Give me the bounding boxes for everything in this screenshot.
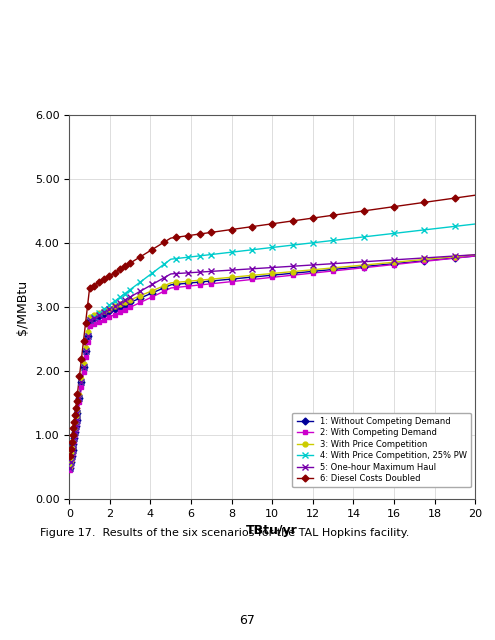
Text: Figure 17.  Results of the six scenarios for the TAL Hopkins facility.: Figure 17. Results of the six scenarios … <box>40 528 409 538</box>
Text: 67: 67 <box>240 614 255 627</box>
X-axis label: TBtu/yr: TBtu/yr <box>247 524 298 538</box>
Legend: 1: Without Competing Demand, 2: With Competing Demand, 3: With Price Competition: 1: Without Competing Demand, 2: With Com… <box>293 413 471 487</box>
Y-axis label: $/MMBtu: $/MMBtu <box>16 280 29 335</box>
